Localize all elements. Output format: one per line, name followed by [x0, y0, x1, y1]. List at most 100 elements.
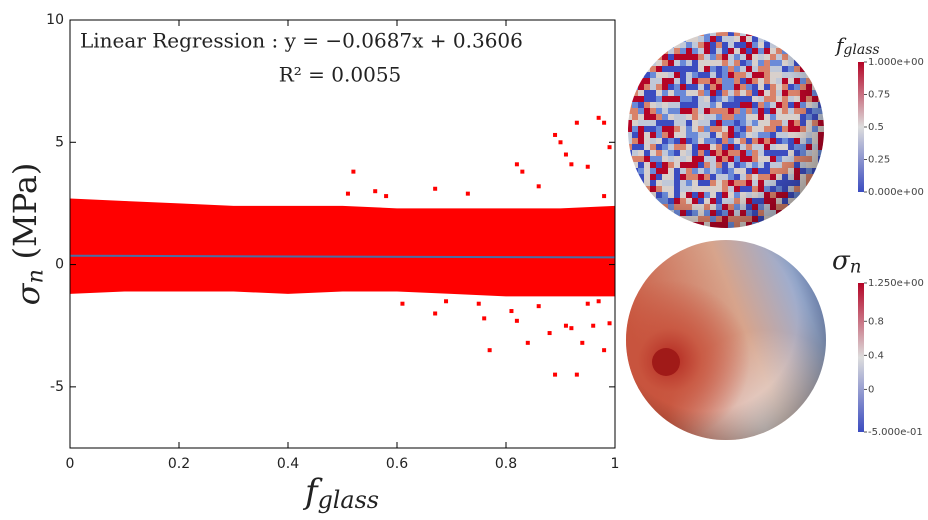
sphere-cell	[632, 180, 638, 186]
sphere-cell	[628, 210, 632, 216]
sphere-cell	[650, 222, 656, 228]
sphere-cell	[806, 42, 812, 48]
sphere-cell	[656, 216, 662, 222]
sphere-cell	[806, 186, 812, 192]
sphere-cell	[800, 60, 806, 66]
sphere-cell	[628, 204, 632, 210]
subscript: glass	[843, 42, 879, 58]
colorbar-tick-label: 0.4	[868, 350, 884, 361]
scatter-point	[602, 348, 607, 353]
sphere-cell	[824, 66, 830, 72]
sphere-cell	[656, 42, 662, 48]
x-tick-label: 0	[66, 456, 75, 472]
sphere-cell	[824, 120, 830, 126]
sphere-cell	[818, 216, 824, 222]
sphere-cell	[638, 48, 644, 54]
sphere-cell	[656, 36, 662, 42]
sphere-cell	[632, 198, 638, 204]
sphere-cell	[788, 36, 794, 42]
colorbar-tick-label: -5.000e-01	[868, 427, 923, 438]
sphere-cell	[812, 198, 818, 204]
sphere-cell	[644, 222, 650, 228]
scatter-point	[482, 316, 487, 321]
sphere-cell	[818, 204, 824, 210]
sphere-cell	[812, 210, 818, 216]
scatter-point	[591, 323, 596, 328]
scatter-point	[433, 186, 438, 191]
sphere-cell	[812, 78, 818, 84]
sphere-cell	[758, 222, 764, 228]
sphere-cell	[638, 32, 644, 36]
sphere-cell	[794, 204, 800, 210]
sphere-cell	[680, 222, 686, 228]
sphere-cell	[628, 36, 632, 42]
sphere-cell	[628, 84, 632, 90]
scatter-point	[558, 140, 563, 145]
sphere-cell	[632, 66, 638, 72]
sphere-cell	[818, 36, 824, 42]
sphere-cell	[794, 216, 800, 222]
sphere-cell	[628, 222, 632, 228]
sphere-cell	[628, 174, 632, 180]
sphere-cell	[628, 198, 632, 204]
scatter-point	[553, 132, 558, 137]
sphere-cell	[824, 84, 830, 90]
point-band	[70, 198, 615, 297]
sphere-cell	[650, 42, 656, 48]
scatter-point	[536, 184, 541, 189]
sphere-cell	[806, 66, 812, 72]
scatter-point	[384, 194, 389, 199]
colorbar	[858, 283, 864, 432]
sphere-cell	[656, 228, 662, 234]
sphere-cell	[824, 96, 830, 102]
sphere-cell	[824, 222, 830, 228]
sphere-cell	[782, 32, 788, 36]
x-tick-label: 0.8	[495, 456, 517, 472]
subscript: glass	[318, 486, 379, 514]
sphere-cell	[818, 54, 824, 60]
sphere-cell	[628, 78, 632, 84]
colorbar-tick-label: 0.25	[868, 155, 890, 166]
sphere-cell	[662, 32, 668, 36]
sphere-cell	[824, 114, 830, 120]
sphere-cell	[806, 228, 812, 234]
y-tick-label: -5	[50, 379, 64, 395]
sphere-cell	[812, 222, 818, 228]
sphere-cell	[776, 216, 782, 222]
scatter-point	[569, 162, 574, 167]
symbol: σ	[9, 282, 47, 305]
sphere-cell	[662, 210, 668, 216]
y-tick-label: 5	[55, 134, 64, 150]
sphere-cell	[686, 222, 692, 228]
sphere-cell	[656, 204, 662, 210]
sphere-cell	[668, 42, 674, 48]
sphere-cell	[644, 228, 650, 234]
sphere-cell	[812, 192, 818, 198]
scatter-point	[574, 372, 579, 377]
sphere-cell	[764, 32, 770, 36]
scatter-point	[509, 309, 514, 314]
sphere-cell	[632, 54, 638, 60]
sphere-cell	[776, 228, 782, 234]
colorbar-tick-label: 0	[868, 384, 874, 395]
scatter-point	[585, 164, 590, 169]
sphere-cell	[824, 186, 830, 192]
scatter-point	[514, 318, 519, 323]
sphere-cell	[812, 54, 818, 60]
sphere-cell	[818, 186, 824, 192]
sphere-cell	[812, 42, 818, 48]
scatter-point	[580, 340, 585, 345]
sphere-cell	[632, 222, 638, 228]
scatter-point	[563, 152, 568, 157]
sphere-cell	[626, 228, 632, 234]
sphere-cell	[638, 66, 644, 72]
scatter-point	[487, 348, 492, 353]
sphere-cell	[770, 36, 776, 42]
sphere-cell	[812, 72, 818, 78]
scatter-point	[596, 115, 601, 120]
sphere-cell	[628, 54, 632, 60]
sphere-cell	[824, 54, 830, 60]
sphere-cell	[632, 42, 638, 48]
sphere-cell	[818, 66, 824, 72]
